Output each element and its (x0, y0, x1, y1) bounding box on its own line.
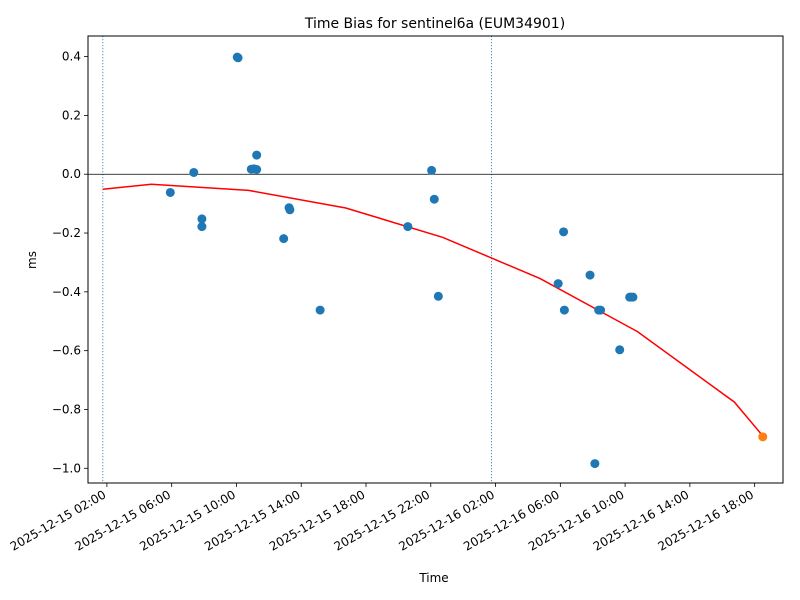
data-point (585, 270, 595, 280)
data-point (252, 165, 262, 175)
data-point (429, 194, 439, 204)
y-tick-label: 0.2 (62, 108, 81, 122)
data-point (233, 53, 243, 63)
plot-area (88, 36, 783, 483)
data-point (559, 305, 569, 315)
data-point (433, 291, 443, 301)
y-tick-label: −0.8 (52, 402, 81, 416)
data-point (197, 214, 207, 224)
fit-curve (102, 183, 764, 437)
data-point (628, 292, 638, 302)
data-point (615, 345, 625, 355)
y-tick-label: −1.0 (52, 461, 81, 475)
chart-title: Time Bias for sentinel6a (EUM34901) (304, 16, 565, 32)
data-point (197, 222, 207, 232)
data-point (403, 222, 413, 232)
y-axis-title: ms (25, 251, 39, 269)
highlight-point (758, 432, 768, 442)
data-point (427, 165, 437, 175)
data-point (553, 279, 563, 289)
y-tick-label: 0.4 (62, 50, 81, 64)
y-tick-label: −0.6 (52, 344, 81, 358)
data-point (590, 459, 600, 469)
x-axis-title: Time (418, 571, 448, 585)
data-point (285, 205, 295, 215)
data-point (596, 305, 606, 315)
data-point (279, 234, 289, 244)
y-tick-label: −0.2 (52, 226, 81, 240)
data-point (559, 227, 569, 237)
data-point (189, 167, 199, 177)
plot-frame (87, 35, 784, 484)
y-tick-label: 0.0 (62, 167, 81, 181)
data-point (165, 187, 175, 197)
data-point (315, 305, 325, 315)
y-axis: 0.4 0.2 0.0 −0.2 −0.4 −0.6 −0.8 −1.0 (52, 50, 88, 475)
y-tick-label: −0.4 (52, 285, 81, 299)
data-point (252, 150, 262, 160)
